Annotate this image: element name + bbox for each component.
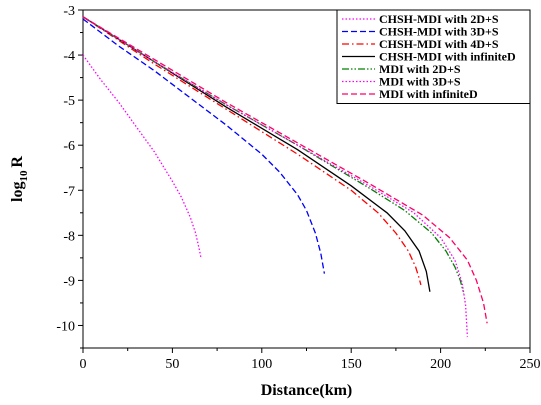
legend-label: CHSH-MDI with infiniteD xyxy=(379,50,516,64)
axes: 0 50 100 150 200 250 -3 -4 -5 -6 -7 -8 -9 -10 xyxy=(56,4,540,372)
x-tick-label: 100 xyxy=(251,357,272,372)
y-tick-label: -3 xyxy=(63,4,75,19)
y-tick-label: -7 xyxy=(63,184,75,199)
y-tick-label: -9 xyxy=(63,274,75,289)
series-layer xyxy=(82,16,488,337)
x-tick-label: 250 xyxy=(520,357,541,372)
legend-label: CHSH-MDI with 3D+S xyxy=(379,25,499,39)
y-tick-label: -4 xyxy=(63,49,75,64)
x-axis-title: Distance(km) xyxy=(261,382,353,399)
legend-label: MDI with 3D+S xyxy=(379,75,461,89)
y-tick-label: -5 xyxy=(63,94,75,109)
series-line-1 xyxy=(82,54,202,259)
x-tick-label: 200 xyxy=(430,357,451,372)
y-tick-label: -8 xyxy=(63,229,75,244)
series-line-6 xyxy=(82,16,469,337)
x-tick-label: 50 xyxy=(165,357,179,372)
series-line-3 xyxy=(82,16,422,286)
y-axis-title-base: log xyxy=(9,182,26,202)
x-tick-label: 0 xyxy=(80,357,87,372)
y-tick-label: -6 xyxy=(63,139,75,154)
legend-label: CHSH-MDI with 2D+S xyxy=(379,12,499,26)
series-line-7 xyxy=(82,16,488,324)
y-axis-title: log10 R xyxy=(9,156,30,202)
y-axis-title-rest: R xyxy=(9,156,26,168)
y-axis-title-subscript: 10 xyxy=(18,170,30,182)
legend-label: MDI with infiniteD xyxy=(379,87,478,101)
legend-label: CHSH-MDI with 4D+S xyxy=(379,37,499,51)
x-tick-label: 150 xyxy=(341,357,362,372)
series-line-2 xyxy=(82,18,326,274)
y-tick-label: -10 xyxy=(56,319,75,334)
legend-label: MDI with 2D+S xyxy=(379,62,461,76)
series-line-4 xyxy=(82,16,431,292)
